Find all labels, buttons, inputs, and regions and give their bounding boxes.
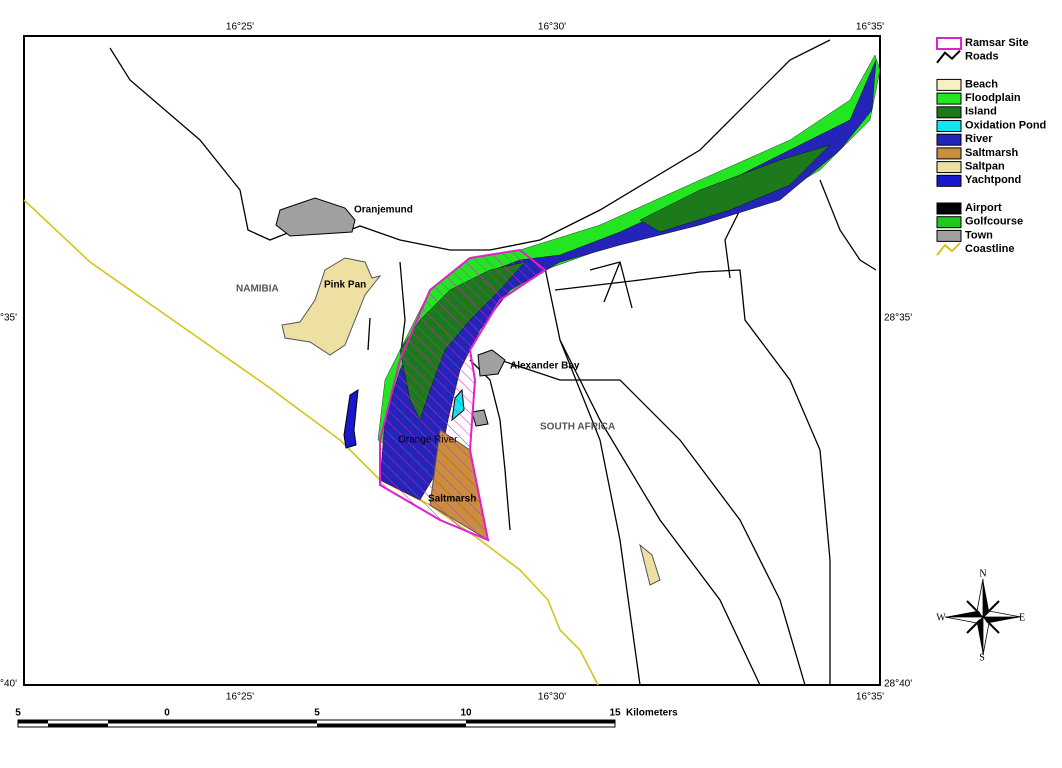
legend-label: Town — [965, 229, 993, 241]
legend-label: Yachtpond — [965, 174, 1021, 186]
town-alexander-bay — [471, 349, 506, 427]
legend-swatch — [936, 216, 962, 229]
scale-tick-label: 5 — [314, 708, 320, 719]
legend-swatch — [936, 229, 962, 242]
legend-swatch — [936, 133, 962, 146]
place-label: Saltmarsh — [428, 494, 476, 505]
legend-label: River — [965, 133, 993, 145]
pink-pan — [281, 257, 382, 356]
legend-swatch — [936, 202, 962, 215]
legend-swatch — [936, 161, 962, 174]
legend-swatch — [936, 106, 962, 119]
legend-label: Golfcourse — [965, 216, 1023, 228]
legend-swatch — [936, 120, 962, 132]
lat-label: °40' — [0, 679, 17, 690]
saltpan — [639, 543, 661, 586]
scale-tick-label: 5 — [15, 708, 21, 719]
legend-swatch — [936, 242, 961, 256]
lon-label: 16°30' — [538, 22, 566, 33]
lat-label: 28°35' — [884, 313, 912, 324]
legend-label: Ramsar Site — [965, 37, 1029, 49]
legend-label: Coastline — [965, 243, 1015, 255]
lat-label: °35' — [0, 313, 17, 324]
roads — [109, 39, 877, 686]
compass-letter: E — [1019, 612, 1025, 623]
legend-swatch — [936, 174, 962, 187]
place-label: SOUTH AFRICA — [540, 422, 615, 433]
place-label: NAMIBIA — [236, 284, 279, 295]
legend-label: Saltpan — [965, 161, 1005, 173]
compass-letter: N — [979, 568, 986, 579]
lon-label: 16°30' — [538, 692, 566, 703]
legend-swatch — [936, 37, 962, 50]
legend-label: Beach — [965, 78, 998, 90]
legend-label: Saltmarsh — [965, 147, 1018, 159]
legend-swatch — [936, 147, 962, 160]
legend-label: Roads — [965, 51, 999, 63]
scale-tick-label: 15 — [609, 708, 621, 719]
lat-label: 28°40' — [884, 679, 912, 690]
place-label: Oranjemund — [354, 205, 413, 216]
lon-label: 16°35' — [856, 692, 884, 703]
compass-letter: S — [979, 652, 985, 663]
legend-label: Floodplain — [965, 92, 1021, 104]
legend-swatch — [936, 78, 962, 91]
town-oranjemund — [275, 197, 356, 237]
place-label: Orange River — [398, 435, 458, 446]
place-label: Alexander Bay — [510, 361, 580, 372]
place-label: Pink Pan — [324, 280, 366, 291]
legend-label: Island — [965, 106, 997, 118]
compass-letter: W — [936, 612, 946, 623]
yachtpond — [343, 389, 359, 449]
lon-label: 16°35' — [856, 22, 884, 33]
scale-unit: Kilometers — [626, 708, 678, 719]
legend-label: Airport — [965, 202, 1002, 214]
scale-bar — [17, 719, 616, 728]
legend-swatch — [936, 92, 962, 105]
lon-label: 16°25' — [226, 692, 254, 703]
scale-tick-label: 0 — [164, 708, 170, 719]
scale-tick-label: 10 — [460, 708, 472, 719]
legend-label: Oxidation Pond — [965, 119, 1046, 131]
ramsar-site — [379, 248, 547, 542]
legend-swatch — [936, 49, 961, 64]
lon-label: 16°25' — [226, 22, 254, 33]
compass-rose — [944, 578, 1022, 656]
